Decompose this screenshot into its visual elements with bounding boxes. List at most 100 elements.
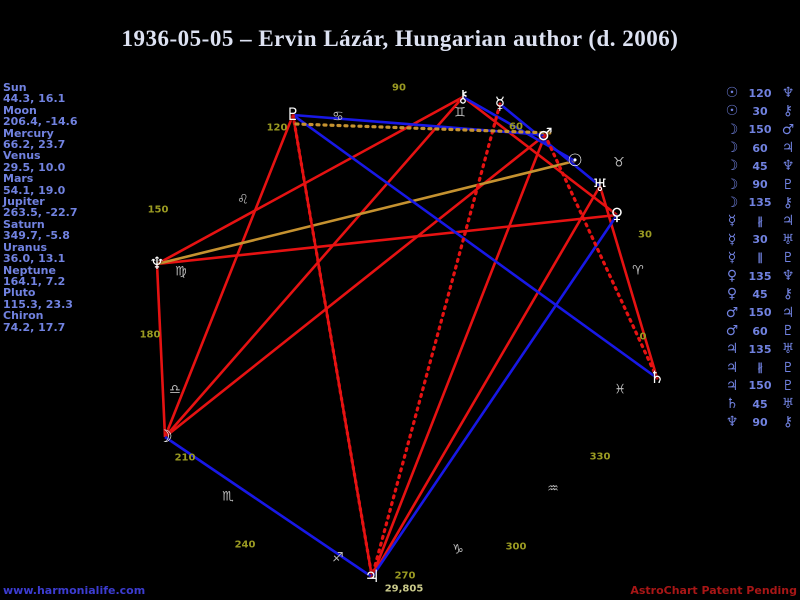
aspect-angle: 45 xyxy=(752,397,768,411)
aspect-line-sun-neptune xyxy=(156,159,576,266)
planet-uranus-icon: ♅ xyxy=(592,176,608,196)
planet-coords-pluto: 115.3, 23.3 xyxy=(3,297,73,311)
aspect-angle: 45 xyxy=(752,159,768,173)
degree-label-300: 300 xyxy=(505,541,527,553)
uranus-glyph: ♅ xyxy=(781,396,795,413)
degree-label-180: 180 xyxy=(139,329,161,341)
planet-name-mercury: Mercury xyxy=(3,126,54,140)
planet-name-moon: Moon xyxy=(3,103,37,117)
aspect-angle: 150 xyxy=(748,306,772,320)
aspect-row-9: ☿ 30 ♅ xyxy=(723,230,797,248)
planet-moon-icon: ☽ xyxy=(157,427,173,447)
pluto-glyph: ♇ xyxy=(781,323,795,339)
aspect-line-mercury-uranus xyxy=(499,102,601,188)
aspect-angle: ∥ xyxy=(757,251,763,265)
aspect-line-venus-chiron xyxy=(462,95,618,217)
moon-glyph: ☽ xyxy=(725,140,739,157)
degree-label-120: 120 xyxy=(266,122,288,134)
chart-annotation: 29,805 xyxy=(384,583,424,595)
planet-name-uranus: Uranus xyxy=(3,240,47,254)
planet-coords-mars: 54.1, 19.0 xyxy=(3,183,66,197)
aspect-angle: 90 xyxy=(752,178,768,192)
moon-glyph: ☽ xyxy=(725,158,739,175)
aspect-row-10: ☿ ∥ ♇ xyxy=(723,249,797,267)
aspect-row-5: ☽ 45 ♆ xyxy=(723,157,797,175)
sun-glyph: ☉ xyxy=(725,103,739,120)
aspect-line-uranus-saturn xyxy=(598,185,659,379)
planet-coords-saturn: 349.7, -5.8 xyxy=(3,229,70,243)
aspect-line-mars-jupiter xyxy=(370,134,547,578)
neptune-glyph: ♆ xyxy=(781,158,795,175)
aspect-angle: 60 xyxy=(752,324,768,338)
degree-label-210: 210 xyxy=(174,452,196,464)
moon-glyph: ☽ xyxy=(725,176,739,193)
planet-coords-uranus: 36.0, 13.1 xyxy=(3,252,66,266)
neptune-glyph: ♆ xyxy=(725,414,739,431)
aspect-line-pluto-saturn xyxy=(292,113,658,380)
aspect-angle: 135 xyxy=(748,342,772,356)
planet-jupiter-icon: ♃ xyxy=(364,567,380,587)
aspect-row-1: ☉ 120 ♆ xyxy=(723,84,797,102)
planet-name-neptune: Neptune xyxy=(3,263,56,277)
aspect-angle: 135 xyxy=(748,269,772,283)
mercury-glyph: ☿ xyxy=(727,231,737,248)
moon-glyph: ☽ xyxy=(725,121,739,138)
uranus-glyph: ♅ xyxy=(781,341,795,358)
aspect-row-17: ♃ 150 ♇ xyxy=(723,377,797,395)
planet-coords-sun: 44.3, 16.1 xyxy=(3,92,66,106)
planet-pluto-icon: ♇ xyxy=(285,105,301,125)
aspect-row-6: ☽ 90 ♇ xyxy=(723,175,797,193)
aspect-angle: 150 xyxy=(748,379,772,393)
aspect-line-moon-pluto xyxy=(163,114,295,438)
degree-label-330: 330 xyxy=(589,451,611,463)
planet-venus-icon: ♀ xyxy=(610,205,624,225)
venus-glyph: ♀ xyxy=(726,268,738,285)
planet-coords-neptune: 164.1, 7.2 xyxy=(3,274,66,288)
degree-label-60: 60 xyxy=(509,121,523,133)
aspect-row-7: ☽ 135 ⚷ xyxy=(723,194,797,212)
aspect-line-moon-mars xyxy=(164,133,546,439)
aspect-row-18: ♄ 45 ♅ xyxy=(723,395,797,413)
degree-label-150: 150 xyxy=(147,204,169,216)
aspect-angle: ∦ xyxy=(757,361,763,375)
mercury-glyph: ☿ xyxy=(727,249,737,266)
aspect-row-3: ☽ 150 ♂ xyxy=(723,121,797,139)
aspect-row-13: ♂ 150 ♃ xyxy=(723,304,797,322)
saturn-glyph: ♄ xyxy=(725,396,739,413)
sign-aquarius-icon: ♒ xyxy=(547,481,559,497)
jupiter-glyph: ♃ xyxy=(781,140,795,157)
sign-aries-icon: ♈ xyxy=(632,263,644,279)
aspect-line-moon-chiron xyxy=(164,96,464,438)
aspect-row-2: ☉ 30 ⚷ xyxy=(723,102,797,120)
degree-label-240: 240 xyxy=(234,539,256,551)
aspect-row-19: ♆ 90 ⚷ xyxy=(723,413,797,431)
jupiter-glyph: ♃ xyxy=(725,341,739,358)
moon-glyph: ☽ xyxy=(725,194,739,211)
footer-link[interactable]: www.harmonialife.com xyxy=(3,584,146,597)
planet-neptune-icon: ♆ xyxy=(149,254,165,274)
aspect-angle: 150 xyxy=(748,123,772,137)
aspect-line-venus-neptune xyxy=(156,213,618,266)
sign-sagittarius-icon: ♐ xyxy=(332,550,344,566)
sign-cancer-icon: ♋ xyxy=(332,109,344,125)
degree-label-270: 270 xyxy=(394,570,416,582)
aspect-angle: 90 xyxy=(752,415,768,429)
pluto-glyph: ♇ xyxy=(781,359,795,376)
aspect-line-pluto-jupiter xyxy=(291,113,374,579)
degree-label-30: 30 xyxy=(638,229,652,241)
planet-coords-moon: 206.4, -14.6 xyxy=(3,115,78,129)
aspect-angle: 45 xyxy=(752,287,768,301)
aspect-line-uranus-jupiter xyxy=(370,185,602,578)
sign-capricorn-icon: ♑ xyxy=(452,542,464,558)
sign-libra-icon: ♎ xyxy=(169,382,181,398)
sign-scorpio-icon: ♏ xyxy=(222,489,234,505)
aspect-line-mars-pluto xyxy=(292,113,546,137)
planet-list: Sun 44.3, 16.1 Moon 206.4, -14.6 Mercury 66.2… xyxy=(3,82,78,333)
planet-name-jupiter: Jupiter xyxy=(3,195,45,209)
planet-name-venus: Venus xyxy=(3,149,41,163)
pluto-glyph: ♇ xyxy=(781,377,795,394)
pluto-glyph: ♇ xyxy=(781,249,795,266)
planet-saturn-icon: ♄ xyxy=(649,368,665,388)
planet-mars-icon: ♂ xyxy=(537,125,553,145)
